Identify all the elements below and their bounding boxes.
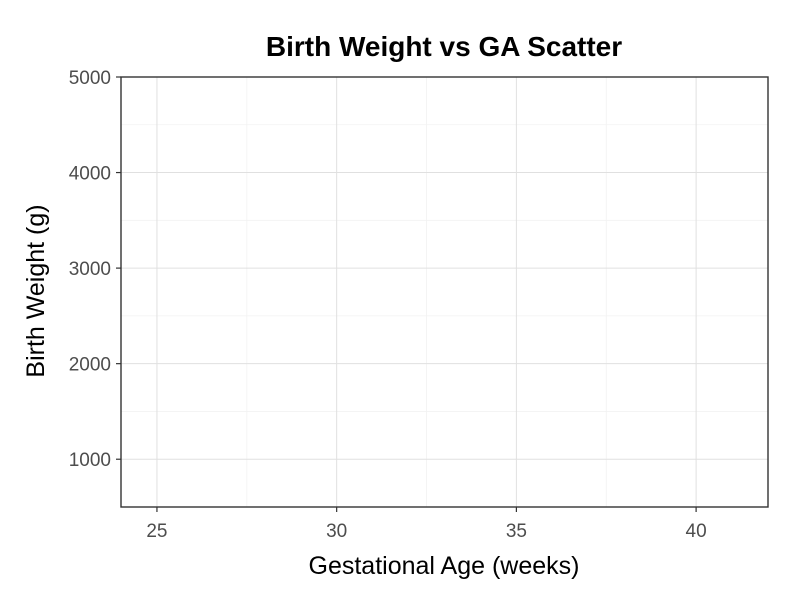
y-tick-label: 2000 — [69, 355, 111, 376]
x-tick-label: 30 — [326, 521, 347, 542]
y-axis-label: Birth Weight (g) — [22, 204, 50, 377]
y-tick-label: 3000 — [69, 259, 111, 280]
plot-panel-border — [120, 76, 769, 508]
y-tick-label: 4000 — [69, 164, 111, 185]
x-axis-label: Gestational Age (weeks) — [309, 552, 580, 580]
x-tick-label: 25 — [146, 521, 167, 542]
chart-title: Birth Weight vs GA Scatter — [266, 31, 622, 62]
y-tick-label: 1000 — [69, 450, 111, 471]
x-tick-label: 40 — [686, 521, 707, 542]
ticks-layer: 25 30 35 40 1000 2000 3000 4000 5000 — [69, 68, 707, 542]
grid-layer — [121, 76, 768, 507]
x-tick-label: 35 — [506, 521, 527, 542]
y-tick-label: 5000 — [69, 68, 111, 89]
